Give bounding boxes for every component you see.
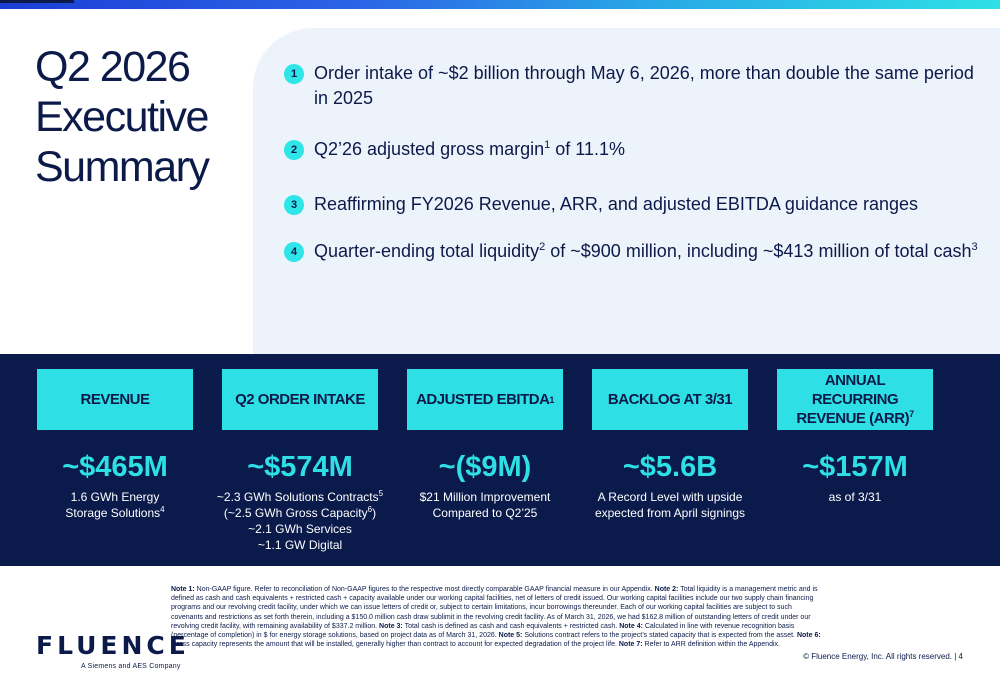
metric-label: BACKLOG AT 3/31 [592, 369, 748, 430]
metric-label: ADJUSTED EBITDA 1 [407, 369, 563, 430]
note-text: Total liquidity is a management metric a… [171, 586, 818, 630]
desc-line: 1.6 GWh Energy [70, 490, 160, 504]
highlight-item-2: 2 Q2’26 adjusted gross margin1 of 11.1% [284, 137, 989, 162]
note-text: Non-GAAP figure. Refer to reconciliation… [194, 586, 655, 593]
metric-label: REVENUE [37, 369, 193, 430]
note-label: Note 6: [796, 632, 821, 640]
metric-description: ~2.3 GWh Solutions Contracts5 (~2.5 GWh … [192, 489, 408, 553]
metric-description: as of 3/31 [777, 489, 933, 505]
highlight-text-part: of ~$900 million, including ~$413 millio… [545, 241, 972, 261]
footnote-ref: 1 [544, 139, 551, 151]
note-label: Note 7: [618, 641, 643, 649]
desc-line: ~1.1 GW Digital [257, 538, 343, 552]
highlight-text: Quarter-ending total liquidity2 of ~$900… [314, 239, 978, 264]
footnote-ref: 6 [367, 505, 373, 514]
highlight-item-3: 3 Reaffirming FY2026 Revenue, ARR, and a… [284, 192, 989, 217]
metric-order-intake: Q2 ORDER INTAKE ~$574M ~2.3 GWh Solution… [217, 369, 383, 553]
metric-adjusted-ebitda: ADJUSTED EBITDA 1 ~($9M) $21 Million Impr… [407, 369, 563, 521]
desc-line: A Record Level with upside [597, 490, 743, 504]
title-line: Q2 2026 [35, 43, 191, 91]
desc-line: Storage Solutions4 [37, 505, 193, 521]
slide-title: Q2 2026 Executive Summary [35, 42, 255, 192]
metric-value: ~$5.6B [622, 451, 718, 483]
highlight-text-part: Quarter-ending total liquidity [314, 241, 540, 261]
number-badge: 4 [284, 242, 304, 262]
desc-line: (~2.5 GWh Gross Capacity6) [192, 505, 408, 521]
metric-value: ~$465M [62, 451, 168, 483]
footnote-ref: 7 [909, 409, 914, 419]
metric-label: ANNUAL RECURRING REVENUE (ARR)7 [777, 369, 933, 430]
desc-line: $21 Million Improvement [419, 490, 551, 504]
metric-revenue: REVENUE ~$465M 1.6 GWh Energy Storage So… [37, 369, 193, 521]
top-gradient-bar [0, 0, 1000, 9]
copyright-footer: © Fluence Energy, Inc. All rights reserv… [803, 652, 963, 661]
label-text: REVENUE (ARR) [796, 410, 910, 427]
note-label: Note 4: [619, 622, 643, 630]
number-badge: 3 [284, 195, 304, 215]
metric-backlog: BACKLOG AT 3/31 ~$5.6B A Record Level wi… [592, 369, 748, 521]
note-label: Note 3: [379, 622, 403, 630]
logo-wordmark: FLUENCE [36, 631, 190, 660]
desc-line: ~2.3 GWh Solutions Contracts5 [192, 489, 408, 505]
top-bar-accent [0, 0, 74, 3]
note-text: Solutions contract refers to the project… [522, 632, 797, 640]
metric-value: ~$157M [802, 451, 908, 483]
highlight-text: Reaffirming FY2026 Revenue, ARR, and adj… [314, 194, 919, 214]
highlight-item-1: 1 Order intake of ~$2 billion through Ma… [284, 61, 989, 111]
desc-text: ) [372, 506, 377, 520]
desc-text: (~2.5 GWh Gross Capacity [223, 506, 368, 520]
metric-description: 1.6 GWh Energy Storage Solutions4 [37, 489, 193, 521]
metric-description: A Record Level with upside expected from… [562, 489, 778, 521]
label-line: ANNUAL RECURRING [811, 372, 899, 408]
logo-tagline: A Siemens and AES Company [81, 663, 181, 670]
desc-line: as of 3/31 [828, 490, 882, 504]
highlight-text: Q2’26 adjusted gross margin1 of 11.1% [314, 137, 625, 162]
desc-line: Compared to Q2’25 [432, 506, 538, 520]
number-badge: 2 [284, 140, 304, 160]
highlight-text-part: Q2’26 adjusted gross margin [314, 139, 545, 159]
title-line: Executive [35, 93, 209, 141]
highlight-item-4: 4 Quarter-ending total liquidity2 of ~$9… [284, 239, 989, 264]
metric-value: ~$574M [247, 451, 353, 483]
label-line: REVENUE (ARR)7 [783, 409, 927, 428]
note-label: Note 5: [498, 632, 523, 640]
metric-value: ~($9M) [438, 451, 532, 483]
note-label: Note 2: [654, 586, 679, 593]
footnotes: Note 1: Non-GAAP figure. Refer to reconc… [171, 585, 821, 649]
number-badge: 1 [284, 64, 304, 84]
desc-text: ~2.3 GWh Solutions Contracts [216, 490, 379, 504]
footnote-ref: 2 [539, 241, 546, 253]
note-text: Refer to ARR definition within the Appen… [642, 641, 780, 649]
note-label: Note 1: [171, 586, 195, 593]
highlight-text-part: of 11.1% [550, 139, 625, 159]
title-line: Summary [35, 143, 210, 191]
desc-text: Storage Solutions [65, 506, 161, 520]
footnote-ref: 3 [971, 241, 978, 253]
highlights-panel [253, 28, 1000, 355]
note-text: Total cash is defined as cash and cash e… [402, 622, 620, 630]
footnote-ref: 4 [160, 505, 165, 514]
note-text: Gross capacity represents the amount tha… [171, 641, 619, 649]
highlight-text: Order intake of ~$2 billion through May … [314, 63, 974, 108]
footnote-ref: 5 [378, 489, 384, 498]
metric-description: $21 Million Improvement Compared to Q2’2… [377, 489, 593, 521]
label-text: ADJUSTED EBITDA [416, 391, 550, 408]
desc-line: expected from April signings [594, 506, 746, 520]
note-text: Calculated in line with revenue recognit… [171, 622, 795, 640]
metric-label: Q2 ORDER INTAKE [222, 369, 378, 430]
fluence-logo: FLUENCE A Siemens and AES Company [36, 631, 190, 671]
metric-arr: ANNUAL RECURRING REVENUE (ARR)7 ~$157M a… [777, 369, 933, 505]
desc-line: ~2.1 GWh Services [248, 522, 352, 536]
